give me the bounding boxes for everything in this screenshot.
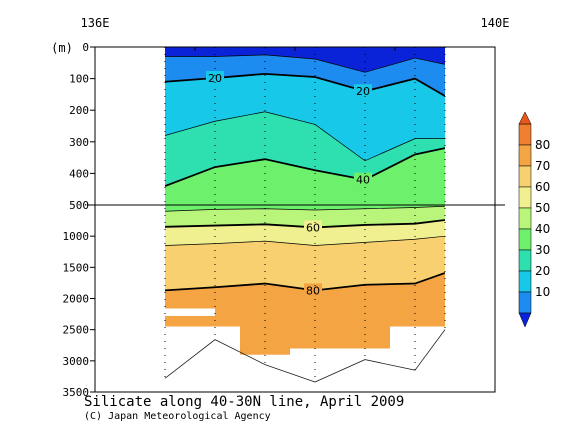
y-tick-label: 2000	[63, 293, 90, 306]
contour-label-bg	[354, 172, 372, 186]
colorbar-segment	[518, 165, 532, 188]
y-tick-label: 400	[69, 167, 89, 180]
colorbar-tick-label: 70	[535, 159, 550, 173]
y-tick-label: 3500	[63, 386, 90, 399]
y-tick-label: 1500	[63, 261, 90, 274]
contour-label: 80	[306, 284, 320, 297]
colorbar-bottom-arrow	[518, 312, 532, 328]
plot-area: 20 20 40 60 80	[164, 47, 446, 383]
contour-label-bg	[354, 84, 372, 98]
colorbar-segment	[518, 144, 532, 167]
chart-credit: (C) Japan Meteorological Agency	[84, 411, 271, 422]
colorbar-tick-label: 80	[535, 138, 550, 152]
y-tick-label: 3000	[63, 355, 90, 368]
bottom-profile	[164, 329, 446, 383]
colorbar-tick-label: 40	[535, 222, 550, 236]
colorbar-segment	[518, 291, 532, 314]
colorbar-tick-label: 10	[535, 285, 550, 299]
fill-band-10	[165, 47, 445, 73]
colorbar-tick-label: 50	[535, 201, 550, 215]
color-fill	[165, 47, 445, 355]
contour-label-bg	[206, 70, 224, 84]
contour-40	[165, 147, 445, 187]
contour-label: 20	[208, 72, 222, 85]
y-tick-label: 1000	[63, 230, 90, 243]
x-tick-label: 136E	[81, 16, 110, 30]
contour-50	[165, 205, 445, 212]
y-tick-label: 2500	[63, 324, 90, 337]
contour-labels: 20 20 40 60 80	[206, 70, 372, 297]
colorbar-tick-label: 30	[535, 243, 550, 257]
colorbar: 80 70 60 50 40 30 20 10	[518, 111, 550, 328]
y-tick-label: 300	[69, 136, 89, 149]
colorbar-segment	[518, 207, 532, 230]
colorbar-segment	[518, 249, 532, 272]
colorbar-tick-label: 60	[535, 180, 550, 194]
contour-label: 20	[356, 85, 370, 98]
colorbar-segment	[518, 228, 532, 251]
data-gap	[165, 308, 215, 316]
colorbar-segment	[518, 270, 532, 293]
contour-label-bg	[304, 220, 322, 234]
colorbar-tick-label: 20	[535, 264, 550, 278]
contour-10	[165, 54, 445, 73]
colorbar-segment	[518, 123, 532, 146]
colorbar-top-arrow	[518, 111, 532, 125]
y-tick-label: 500	[69, 199, 89, 212]
y-tick-label: 200	[69, 104, 89, 117]
y-unit-label: (m)	[51, 41, 73, 55]
axes: 136E 140E (m) 0 100 200 300 400 500 1000 1500 2000 2…	[51, 16, 509, 399]
colorbar-segment	[518, 186, 532, 209]
contour-label-bg	[304, 283, 322, 297]
y-tick-label: 100	[69, 73, 89, 86]
y-tick-label: 0	[82, 41, 89, 54]
x-tick-label: 140E	[481, 16, 510, 30]
chart-title: Silicate along 40-30N line, April 2009	[84, 394, 405, 410]
contour-label: 60	[306, 221, 320, 234]
contour-label: 40	[356, 174, 370, 187]
station-lines	[164, 47, 446, 383]
